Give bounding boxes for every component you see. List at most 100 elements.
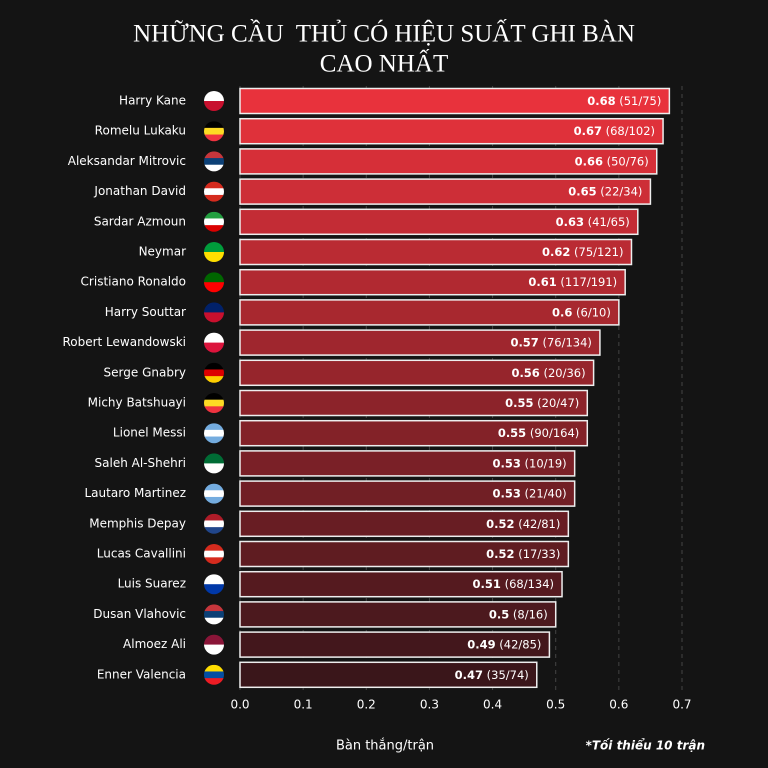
- flag-stripe: [204, 282, 224, 293]
- value-label: 0.61 (117/191): [528, 275, 617, 289]
- flag-stripe: [204, 151, 224, 159]
- category-label: Michy Batshuayi: [88, 396, 186, 410]
- flag-stripe: [204, 121, 224, 129]
- value-ratio: (10/19): [525, 456, 567, 470]
- flag-stripe: [204, 181, 224, 189]
- bar: [239, 299, 620, 326]
- value-label: 0.57 (76/134): [510, 335, 591, 349]
- value-number: 0.57: [510, 335, 538, 349]
- flag-stripe: [204, 611, 224, 619]
- value-ratio: (76/134): [542, 335, 591, 349]
- flag-stripe: [204, 550, 224, 558]
- x-tick-label: 0.6: [609, 698, 628, 712]
- category-label: Neymar: [139, 245, 187, 259]
- flag-stripe: [204, 225, 224, 232]
- bar: [239, 238, 633, 266]
- value-label: 0.62 (75/121): [542, 245, 623, 259]
- flag-stripe: [204, 188, 224, 196]
- category-label: Harry Kane: [119, 94, 186, 108]
- flag-stripe: [204, 513, 224, 521]
- value-label: 0.55 (90/164): [498, 426, 579, 440]
- bar: [239, 661, 538, 689]
- value-number: 0.55: [505, 396, 533, 410]
- flag-stripe: [204, 406, 224, 413]
- value-number: 0.47: [455, 667, 483, 681]
- value-number: 0.49: [467, 637, 495, 651]
- flag-stripe: [204, 127, 224, 136]
- value-ratio: (75/121): [574, 245, 623, 259]
- value-number: 0.63: [556, 214, 584, 228]
- flag: [204, 544, 224, 564]
- flag-stripe: [204, 483, 224, 491]
- value-number: 0.62: [542, 245, 570, 259]
- flag-stripe: [204, 134, 224, 142]
- value-label: 0.66 (50/76): [575, 154, 649, 168]
- flag-stripe: [204, 342, 224, 353]
- flag: [204, 332, 224, 353]
- value-number: 0.53: [493, 456, 521, 470]
- value-number: 0.65: [568, 184, 596, 198]
- value-ratio: (68/134): [505, 577, 554, 591]
- value-number: 0.5: [489, 607, 509, 621]
- value-ratio: (51/75): [619, 94, 661, 108]
- bar: [239, 268, 626, 296]
- bar: [239, 178, 652, 205]
- flag-stripe: [204, 164, 224, 172]
- flag-stripe: [204, 463, 224, 474]
- flag-stripe: [204, 218, 224, 226]
- note: *Tối thiểu 10 trận: [586, 738, 705, 753]
- value-label: 0.6 (6/10): [552, 305, 611, 319]
- category-label: Harry Souttar: [105, 305, 186, 319]
- flag: [204, 453, 224, 474]
- flag: [204, 151, 224, 172]
- bar: [239, 389, 589, 417]
- flag: [204, 634, 224, 655]
- flag: [204, 302, 224, 323]
- value-number: 0.52: [486, 516, 514, 530]
- x-tick-label: 0.4: [483, 698, 502, 712]
- value-label: 0.65 (22/34): [568, 184, 642, 198]
- flag-stripe: [204, 101, 224, 111]
- value-number: 0.56: [511, 365, 539, 379]
- value-number: 0.51: [473, 577, 501, 591]
- bar: [239, 631, 551, 658]
- category-label: Lionel Messi: [113, 426, 186, 440]
- flag-stripe: [204, 557, 224, 564]
- flag: [204, 423, 224, 444]
- value-number: 0.61: [528, 275, 556, 289]
- flag-stripe: [204, 393, 224, 401]
- value-ratio: (42/85): [499, 637, 541, 651]
- flag: [204, 362, 224, 383]
- value-label: 0.53 (10/19): [493, 456, 567, 470]
- value-ratio: (17/33): [518, 547, 560, 561]
- category-label: Dusan Vlahovic: [93, 607, 186, 621]
- category-label: Enner Valencia: [97, 667, 186, 681]
- flag-stripe: [204, 252, 224, 262]
- bar: [239, 117, 664, 145]
- value-ratio: (68/102): [606, 124, 655, 138]
- flag-stripe: [204, 520, 224, 528]
- value-ratio: (20/47): [537, 396, 579, 410]
- value-ratio: (8/16): [513, 607, 548, 621]
- chart-title: NHỮNG CẦU THỦ CÓ HIỆU SUẤT GHI BÀN: [133, 19, 635, 48]
- flag-stripe: [204, 312, 224, 323]
- category-label: Luis Suarez: [118, 577, 186, 591]
- bar: [239, 329, 601, 356]
- flag-stripe: [204, 362, 224, 370]
- x-tick-label: 0.1: [294, 698, 313, 712]
- flag-stripe: [204, 617, 224, 625]
- flag-stripe: [204, 423, 224, 431]
- value-label: 0.56 (20/36): [511, 365, 585, 379]
- category-label: Saleh Al-Shehri: [95, 456, 186, 470]
- category-label: Robert Lewandowski: [62, 335, 186, 349]
- flag-stripe: [204, 644, 224, 655]
- flag-stripe: [204, 604, 224, 612]
- flag: [204, 211, 224, 232]
- value-ratio: (117/191): [560, 275, 617, 289]
- x-tick-label: 0.3: [420, 698, 439, 712]
- flag-stripe: [204, 211, 224, 219]
- x-axis-label: Bàn thắng/trận: [336, 739, 434, 754]
- category-label: Jonathan David: [93, 184, 186, 198]
- flag: [204, 91, 224, 111]
- category-label: Romelu Lukaku: [95, 124, 186, 138]
